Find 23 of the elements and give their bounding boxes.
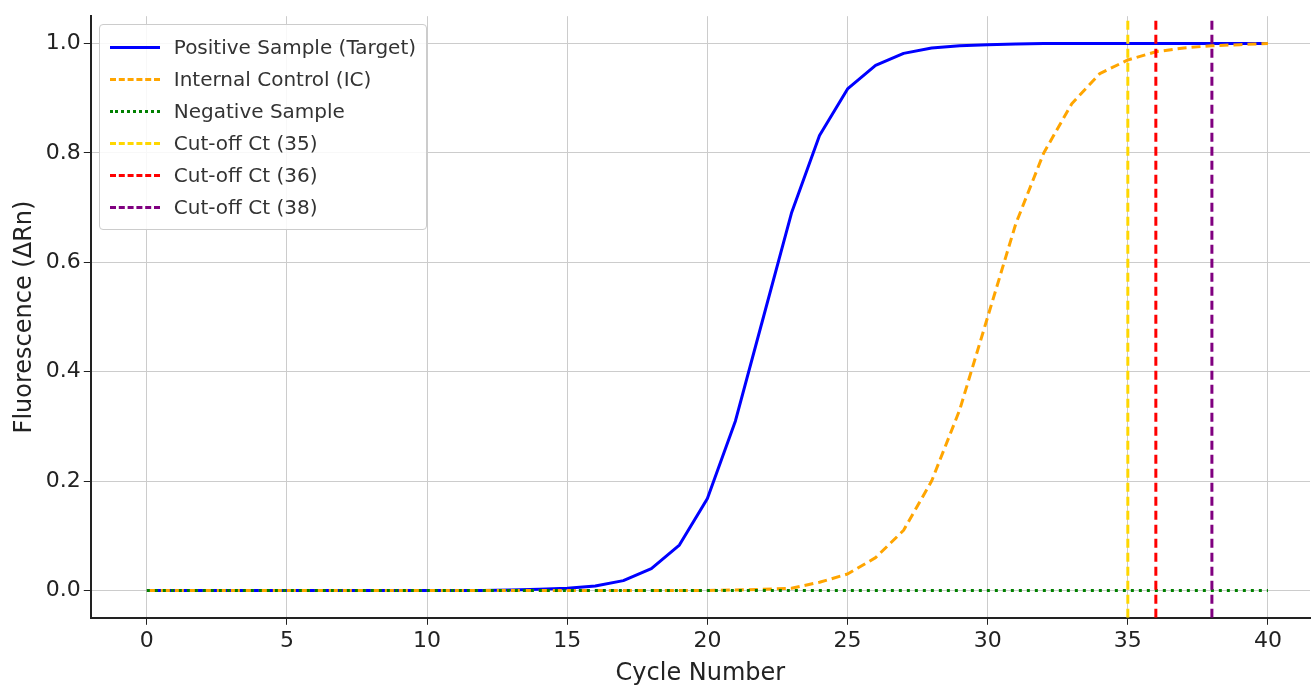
legend-label: Negative Sample bbox=[173, 99, 345, 124]
y-tick-label: 0.6 bbox=[45, 248, 81, 274]
y-tick-label: 1.0 bbox=[45, 29, 81, 55]
y-axis-title: Fluorescence (ΔRn) bbox=[8, 200, 37, 434]
x-tick-label: 10 bbox=[413, 626, 442, 652]
y-tick-label: 0.0 bbox=[45, 576, 81, 602]
x-tick-label: 40 bbox=[1253, 626, 1282, 652]
x-tick-label: 15 bbox=[553, 626, 582, 652]
x-tick-label: 0 bbox=[139, 626, 154, 652]
legend-label: Positive Sample (Target) bbox=[173, 35, 417, 60]
x-tick-label: 25 bbox=[833, 626, 862, 652]
x-tick-label: 5 bbox=[279, 626, 294, 652]
legend-label: Cut-off Ct (36) bbox=[173, 163, 318, 188]
x-tick-label: 30 bbox=[973, 626, 1002, 652]
legend-label: Internal Control (IC) bbox=[173, 67, 372, 92]
x-axis-title: Cycle Number bbox=[615, 657, 786, 686]
legend-label: Cut-off Ct (35) bbox=[173, 131, 318, 156]
legend-label: Cut-off Ct (38) bbox=[173, 195, 318, 220]
y-tick-label: 0.2 bbox=[45, 466, 81, 492]
y-tick-label: 0.4 bbox=[45, 357, 81, 383]
y-tick-label: 0.8 bbox=[45, 138, 81, 164]
x-tick-label: 20 bbox=[693, 626, 722, 652]
x-tick-label: 35 bbox=[1113, 626, 1142, 652]
